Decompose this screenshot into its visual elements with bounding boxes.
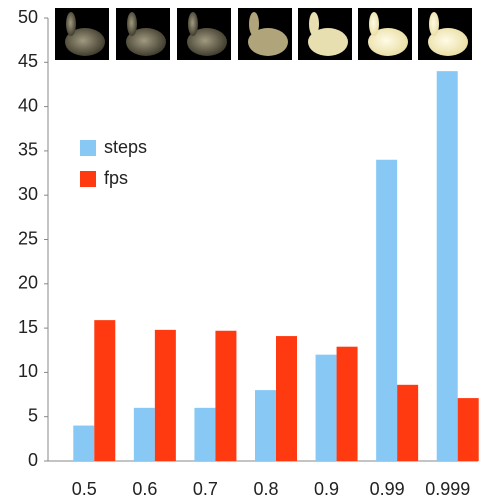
bar	[255, 390, 276, 461]
thumbnails	[55, 8, 472, 60]
legend-swatch	[80, 140, 96, 156]
bar	[276, 336, 297, 461]
bar	[194, 408, 215, 461]
y-tick-label: 25	[18, 228, 38, 248]
bar	[376, 160, 397, 461]
y-tick-label: 0	[28, 450, 38, 470]
bar	[397, 385, 418, 461]
x-tick-label: 0.6	[132, 479, 157, 499]
x-tick-label: 0.99	[370, 479, 405, 499]
legend-label: steps	[104, 137, 147, 157]
x-tick-label: 0.9	[314, 479, 339, 499]
x-tick-label: 0.7	[193, 479, 218, 499]
legend-label: fps	[104, 168, 128, 188]
bar	[215, 331, 236, 461]
y-tick-label: 5	[28, 405, 38, 425]
y-tick-label: 45	[18, 51, 38, 71]
x-tick-label: 0.8	[253, 479, 278, 499]
y-tick-label: 30	[18, 184, 38, 204]
y-tick-label: 40	[18, 95, 38, 115]
x-tick-label: 0.5	[72, 479, 97, 499]
bar	[437, 71, 458, 461]
bar	[73, 426, 94, 461]
chart: 0 5 10 15 20 25 30 35 40 45 50 0.5 0.6 0.7 0.8 0.9 0.99 0…	[0, 0, 483, 504]
y-tick-label: 20	[18, 273, 38, 293]
y-tick-label: 50	[18, 7, 38, 27]
bar	[155, 330, 176, 461]
y-tick-label: 15	[18, 317, 38, 337]
x-tick-label: 0.999	[425, 479, 470, 499]
bar	[134, 408, 155, 461]
bar	[94, 320, 115, 461]
page: {"chart_data": {"type": "bar", "categori…	[0, 0, 483, 504]
bar	[458, 398, 479, 461]
legend-swatch	[80, 171, 96, 187]
y-tick-label: 10	[18, 361, 38, 381]
bar	[316, 355, 337, 461]
bar	[337, 347, 358, 461]
y-tick-label: 35	[18, 140, 38, 160]
